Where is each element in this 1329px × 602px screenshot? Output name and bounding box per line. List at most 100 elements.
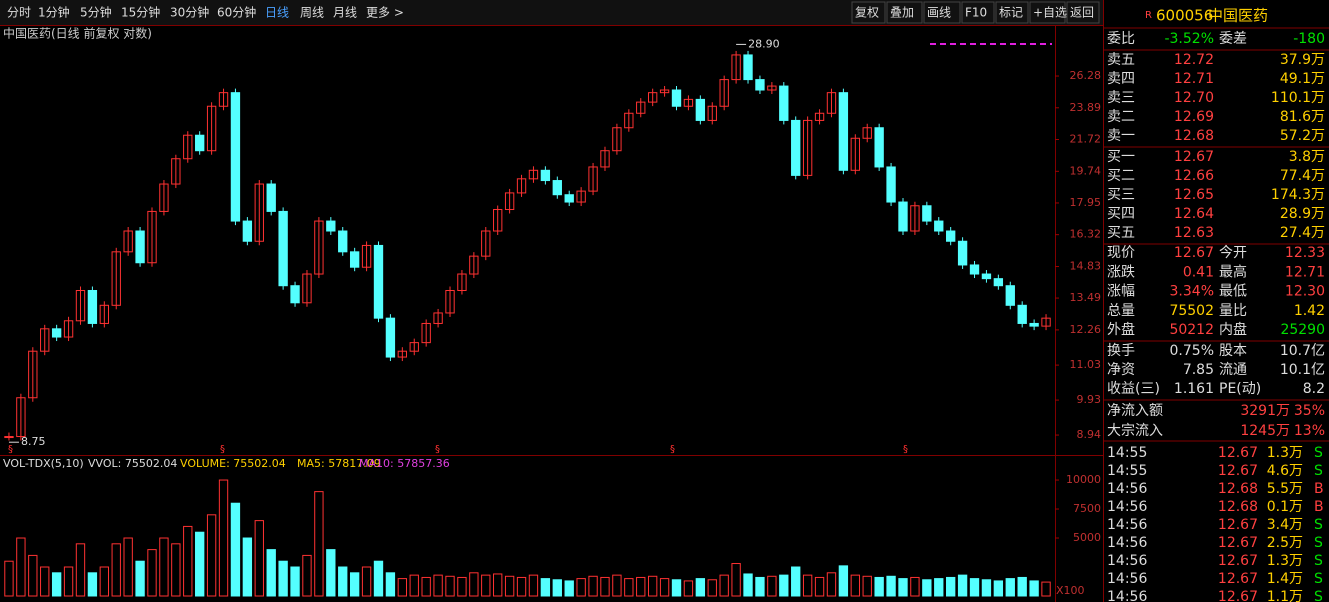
candle-body [874, 127, 884, 168]
flow-label: 大宗流入 [1107, 423, 1163, 439]
candle-body [802, 119, 813, 176]
volume-bar [361, 566, 372, 597]
book-volume: 37.9万 [1280, 52, 1325, 68]
trade-time: 14:56 [1107, 499, 1147, 515]
volume-bar [862, 575, 872, 597]
volume-bar [576, 578, 586, 597]
candle-body [516, 178, 527, 194]
candle-body [361, 244, 372, 268]
candle-body [612, 127, 622, 152]
toolbar-button[interactable]: 返回 [1070, 6, 1094, 20]
toolbar-button[interactable]: 叠加 [890, 6, 914, 20]
candle-body [326, 220, 336, 232]
period-tab[interactable]: 15分钟 [121, 5, 160, 20]
book-price: 12.67 [1174, 149, 1214, 165]
y-tick-label: 26.28 [1070, 69, 1102, 82]
volume-bar [1041, 581, 1051, 597]
trade-side: S [1314, 445, 1323, 461]
volume-bar [659, 578, 670, 597]
volume-bar [504, 575, 515, 597]
y-tick-label: 12.26 [1070, 323, 1102, 336]
stat-label: 量比 [1219, 303, 1247, 319]
period-tab[interactable]: 周线 [300, 6, 324, 20]
y-tick-label: 5000 [1073, 531, 1101, 544]
trade-price: 12.67 [1218, 535, 1258, 551]
volume-bar [51, 572, 62, 597]
candle-body [576, 190, 586, 203]
volume-bar [123, 537, 133, 597]
volume-bar [981, 579, 992, 597]
volume-bar [826, 572, 837, 597]
candle-body [898, 201, 908, 232]
button-frame [995, 1, 1029, 24]
period-tab[interactable]: 日线 [265, 6, 289, 20]
period-tab[interactable]: 分时 [7, 6, 31, 20]
toolbar-button[interactable]: F10 [965, 6, 987, 20]
volume-bar [385, 572, 396, 597]
book-price: 12.63 [1174, 225, 1214, 241]
button-frame [1066, 1, 1100, 24]
book-volume: 49.1万 [1280, 71, 1325, 87]
candle-body [946, 230, 956, 242]
flow-value: 3291万 [1240, 403, 1290, 419]
candle-body [969, 264, 980, 275]
period-tab[interactable]: 更多 > [366, 6, 404, 20]
toolbar-button[interactable]: 复权 [855, 6, 879, 20]
volume-bar [516, 576, 527, 597]
trade-price: 12.67 [1218, 445, 1258, 461]
candle-body [731, 54, 741, 81]
volume-bar [75, 543, 86, 597]
volume-bar [743, 573, 753, 597]
trade-price: 12.68 [1218, 499, 1258, 515]
candle-body [40, 328, 50, 352]
book-price: 12.71 [1174, 71, 1214, 87]
candle-body [528, 169, 539, 180]
y-tick-label: 8.94 [1077, 428, 1102, 441]
period-tab[interactable]: 1分钟 [38, 5, 70, 20]
book-label: 买一 [1107, 149, 1135, 165]
trade-price: 12.67 [1218, 553, 1258, 569]
candle-body [850, 137, 860, 171]
candle-body [934, 220, 944, 232]
toolbar-button[interactable]: 画线 [927, 6, 951, 20]
trade-price: 12.67 [1218, 517, 1258, 533]
stat-label: 内盘 [1219, 321, 1247, 338]
y-tick-label: 13.49 [1070, 291, 1102, 304]
candle-body [183, 134, 193, 160]
stat-label: 外盘 [1107, 321, 1135, 338]
fund-value: 1.161 [1174, 381, 1214, 397]
book-label: 卖三 [1107, 90, 1135, 106]
stat-value: 1.42 [1294, 303, 1325, 319]
period-tab[interactable]: 5分钟 [80, 5, 112, 20]
toolbar-button[interactable]: 标记 [999, 6, 1023, 20]
stat-label: 涨跌 [1107, 264, 1135, 280]
period-tab[interactable]: 30分钟 [170, 5, 209, 20]
volume-bar [218, 479, 229, 597]
stat-label: 总量 [1107, 303, 1135, 319]
fund-value: 10.7亿 [1280, 343, 1325, 359]
volume-bar [349, 572, 360, 597]
candle-body [159, 183, 169, 212]
volume-legend: MA5: 57817.09 [297, 457, 381, 470]
r-icon: R [1145, 10, 1152, 21]
toolbar-button[interactable]: +自选 [1033, 6, 1067, 20]
volume-bar [433, 574, 443, 597]
volume-bar [469, 572, 479, 597]
period-tab[interactable]: 60分钟 [217, 5, 256, 20]
volume-bar [242, 537, 253, 597]
candle-body [1017, 304, 1027, 324]
period-tab[interactable]: 月线 [333, 6, 357, 20]
volume-bar [647, 575, 658, 597]
candle-body [135, 230, 145, 264]
candle-body [397, 350, 408, 358]
volume-bar [886, 575, 896, 597]
candle-body [636, 101, 646, 114]
trade-volume: 0.1万 [1267, 499, 1303, 515]
candle-body [75, 290, 86, 322]
trade-side: B [1314, 499, 1324, 515]
trade-side: S [1314, 553, 1323, 569]
volume-bar [63, 566, 74, 597]
event-marker: § [8, 444, 13, 455]
event-marker: § [670, 444, 675, 455]
flow-pct: 13% [1294, 423, 1325, 439]
